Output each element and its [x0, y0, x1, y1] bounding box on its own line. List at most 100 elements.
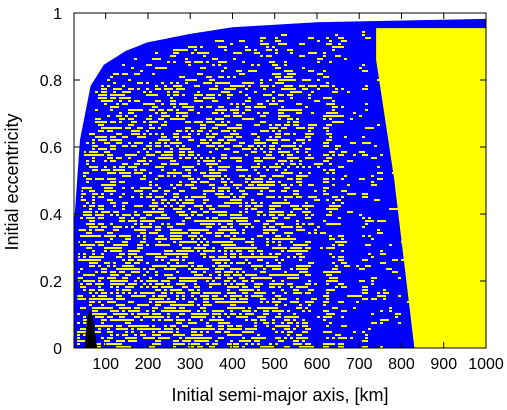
stable-point [257, 211, 260, 213]
stable-point [299, 268, 305, 270]
stable-point [302, 340, 305, 342]
stable-point [302, 223, 305, 225]
stable-point [89, 208, 92, 210]
stable-point [272, 130, 275, 132]
stable-point [302, 286, 305, 288]
stable-point [248, 250, 254, 252]
stable-point [230, 214, 233, 216]
stable-point [209, 328, 215, 330]
stable-point [215, 331, 221, 333]
stable-point [284, 61, 287, 63]
stable-point [194, 121, 197, 123]
stable-point [185, 340, 191, 342]
stable-point [227, 241, 233, 243]
stable-point [362, 259, 368, 261]
stable-point [263, 256, 269, 258]
stable-point [329, 118, 332, 120]
stable-point [197, 73, 203, 75]
stable-point [170, 100, 176, 102]
stable-point [245, 217, 248, 219]
stable-point [143, 283, 146, 285]
stable-point [332, 121, 338, 123]
stable-point [146, 226, 152, 228]
stable-point [188, 217, 191, 219]
stable-point [281, 280, 284, 282]
stable-point [167, 175, 170, 177]
stable-point [290, 97, 293, 99]
stable-point [83, 256, 86, 258]
stable-point [98, 307, 101, 309]
stable-point [299, 163, 302, 165]
stable-point [335, 205, 341, 207]
stable-point [131, 325, 137, 327]
stable-point [275, 40, 281, 42]
stable-point [98, 205, 101, 207]
stable-point [224, 331, 227, 333]
stable-point [260, 184, 263, 186]
stable-point [227, 286, 230, 288]
stable-point [125, 238, 128, 240]
stable-point [152, 208, 155, 210]
stable-point [170, 55, 176, 57]
stable-point [179, 292, 185, 294]
stable-point [329, 235, 332, 237]
stable-point [131, 250, 137, 252]
stable-point [152, 286, 158, 288]
stable-point [236, 106, 239, 108]
stable-point [137, 190, 140, 192]
stable-point [239, 253, 242, 255]
stable-point [323, 310, 326, 312]
stable-point [236, 301, 242, 303]
stable-point [227, 142, 230, 144]
stable-point [278, 310, 284, 312]
stable-point [230, 226, 233, 228]
stable-point [173, 208, 176, 210]
stable-point [182, 295, 185, 297]
stable-point [161, 280, 164, 282]
stable-point [152, 307, 155, 309]
stable-point [176, 331, 179, 333]
stable-point [230, 127, 236, 129]
stable-point [245, 319, 248, 321]
stable-point [287, 256, 290, 258]
stable-point [164, 115, 170, 117]
stable-point [137, 250, 140, 252]
stable-point [260, 295, 263, 297]
stable-point [191, 295, 194, 297]
stable-point [113, 202, 116, 204]
stable-point [197, 346, 203, 348]
stable-point [173, 106, 176, 108]
stable-point [104, 91, 107, 93]
stable-point [233, 85, 239, 87]
stable-point [218, 142, 221, 144]
stable-point [269, 79, 272, 81]
stable-point [302, 310, 305, 312]
stable-point [116, 157, 119, 159]
stable-point [95, 283, 98, 285]
stable-point [83, 307, 86, 309]
stable-point [107, 298, 110, 300]
stable-point [323, 169, 326, 171]
stable-point [284, 319, 287, 321]
stable-point [218, 229, 224, 231]
stable-point [233, 235, 236, 237]
stable-point [77, 256, 80, 258]
stable-point [266, 241, 269, 243]
stable-point [221, 232, 224, 234]
stable-point [242, 280, 248, 282]
stable-point [221, 106, 224, 108]
stable-point [269, 154, 272, 156]
stable-point [188, 154, 191, 156]
stable-point [158, 127, 161, 129]
stable-point [239, 91, 242, 93]
stable-point [326, 316, 332, 318]
stable-point [203, 328, 206, 330]
stable-point [251, 184, 254, 186]
stable-point [227, 178, 230, 180]
stable-point [293, 193, 299, 195]
stable-point [365, 244, 371, 246]
stable-point [107, 184, 110, 186]
stable-point [143, 136, 146, 138]
stable-point [251, 256, 254, 258]
stable-point [176, 139, 179, 141]
